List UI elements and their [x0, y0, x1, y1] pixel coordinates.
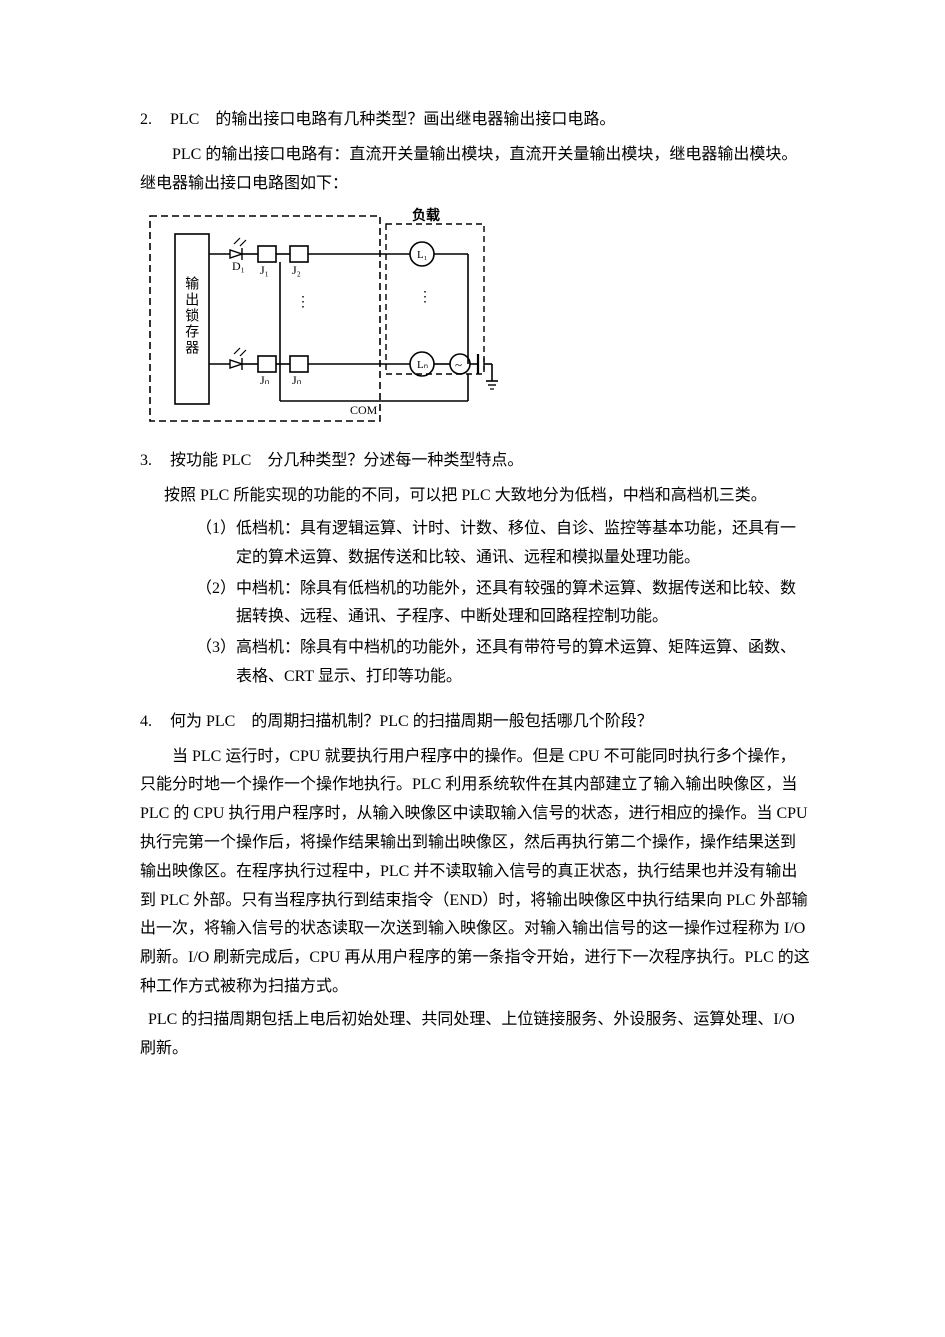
q2-title: PLC 的输出接口电路有几种类型？画出继电器输出接口电路。 [170, 111, 615, 128]
vdots-1: ⋮ [296, 295, 310, 310]
q3-list: （1）低档机：具有逻辑运算、计时、计数、移位、自诊、监控等基本功能，还具有一定的… [140, 515, 810, 692]
q3-item-1: （1）低档机：具有逻辑运算、计时、计数、移位、自诊、监控等基本功能，还具有一定的… [196, 515, 810, 573]
q3-item1-text: 低档机：具有逻辑运算、计时、计数、移位、自诊、监控等基本功能，还具有一定的算术运… [236, 520, 796, 566]
relay-output-circuit-diagram: 输出锁存器 D₁ J₁ J₂ ⋮ Jₙ Jₙ [140, 206, 810, 431]
jn-label: Jₙ [260, 373, 270, 387]
q2-heading: 2. PLC 的输出接口电路有几种类型？画出继电器输出接口电路。 [140, 106, 810, 135]
q3-intro: 按照 PLC 所能实现的功能的不同，可以把 PLC 大致地分为低档，中档和高档机… [140, 482, 810, 511]
q3-item3-text: 高档机：除具有中档机的功能外，还具有带符号的算术运算、矩阵运算、函数、表格、CR… [236, 639, 796, 685]
q3-item2-num: （2） [196, 580, 236, 597]
vdots-2: ⋮ [418, 290, 432, 305]
q4-title: 何为 PLC 的周期扫描机制？PLC 的扫描周期一般包括哪几个阶段？ [170, 713, 653, 730]
j1-label: J₁ [260, 263, 269, 277]
q2-paragraph: PLC 的输出接口电路有：直流开关量输出模块，直流开关量输出模块，继电器输出模块… [140, 141, 810, 199]
j2-label: J₂ [292, 263, 301, 277]
q3-item-2: （2）中档机：除具有低档机的功能外，还具有较强的算术运算、数据传送和比较、数据转… [196, 575, 810, 633]
q3-item-3: （3）高档机：除具有中档机的功能外，还具有带符号的算术运算、矩阵运算、函数、表格… [196, 634, 810, 692]
q3-item1-num: （1） [196, 520, 236, 537]
latch-label: 输出锁存器 [178, 276, 203, 356]
q3-number: 3. [140, 447, 166, 476]
q4-paragraph-1: 当 PLC 运行时，CPU 就要执行用户程序中的操作。但是 CPU 不可能同时执… [140, 743, 810, 1002]
l1-label: L₁ [417, 249, 428, 261]
jn2-label: Jₙ [292, 373, 302, 387]
q3-item2-text: 中档机：除具有低档机的功能外，还具有较强的算术运算、数据传送和比较、数据转换、远… [236, 580, 796, 626]
q3-item3-num: （3） [196, 639, 236, 656]
q3-title: 按功能 PLC 分几种类型？分述每一种类型特点。 [170, 452, 523, 469]
ac-label: ~ [455, 357, 462, 372]
com-label: COM [350, 403, 378, 417]
q4-paragraph-2: PLC 的扫描周期包括上电后初始处理、共同处理、上位链接服务、外设服务、运算处理… [140, 1006, 810, 1064]
load-title: 负载 [412, 207, 440, 224]
q4-heading: 4. 何为 PLC 的周期扫描机制？PLC 的扫描周期一般包括哪几个阶段？ [140, 708, 810, 737]
q3-heading: 3. 按功能 PLC 分几种类型？分述每一种类型特点。 [140, 447, 810, 476]
q2-number: 2. [140, 106, 166, 135]
q4-number: 4. [140, 708, 166, 737]
d1-label: D₁ [232, 259, 245, 273]
ln-label: Lₙ [417, 359, 428, 371]
